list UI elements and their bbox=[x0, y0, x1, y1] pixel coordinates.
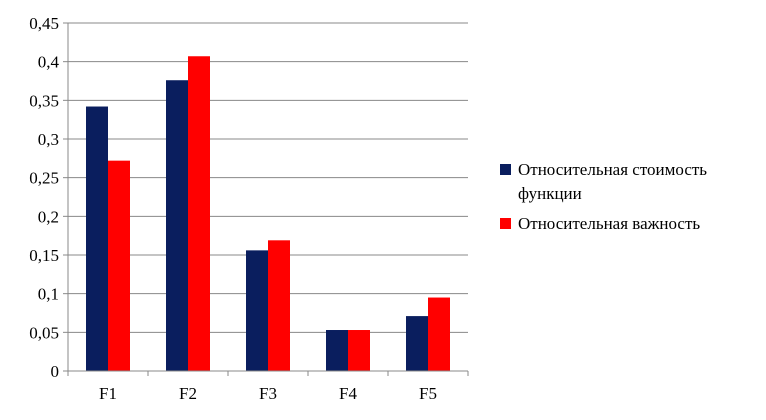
y-tick-label: 0,35 bbox=[29, 91, 59, 110]
bar-f5-series-2 bbox=[428, 297, 450, 371]
y-tick-labels: 0 0,05 0,1 0,15 0,2 0,25 0,3 0,35 0,4 0,45 bbox=[29, 14, 59, 381]
legend-label-importance: Относительная важность bbox=[518, 214, 701, 233]
bar-f3-series-2 bbox=[268, 240, 290, 371]
x-tick-labels: F1 F2 F3 F4 F5 bbox=[99, 384, 437, 403]
legend-item-cost: Относительная стоимость функции bbox=[500, 158, 762, 206]
x-tick-label: F1 bbox=[99, 384, 117, 403]
bar-f1-series-1 bbox=[86, 106, 108, 372]
bar-f2-series-1 bbox=[166, 80, 188, 371]
axes bbox=[63, 22, 469, 376]
legend-label-cost: Относительная стоимость функции bbox=[518, 160, 708, 203]
y-tick-label: 0,05 bbox=[29, 323, 59, 342]
y-tick-label: 0,1 bbox=[38, 285, 59, 304]
y-tick-label: 0,3 bbox=[38, 130, 59, 149]
bars bbox=[86, 56, 450, 372]
x-tick-label: F2 bbox=[179, 384, 197, 403]
y-tick-label: 0,4 bbox=[38, 53, 60, 72]
bar-f2-series-2 bbox=[188, 56, 210, 372]
legend-item-importance: Относительная важность bbox=[500, 212, 762, 236]
x-tick-label: F3 bbox=[259, 384, 277, 403]
y-tick-label: 0,2 bbox=[38, 207, 59, 226]
legend-swatch-cost bbox=[500, 164, 511, 175]
bar-f1-series-2 bbox=[108, 160, 130, 371]
bar-f5-series-1 bbox=[406, 316, 428, 371]
y-tick-label: 0,15 bbox=[29, 246, 59, 265]
bar-f4-series-2 bbox=[348, 330, 370, 371]
y-tick-label: 0,45 bbox=[29, 14, 59, 33]
x-tick-label: F4 bbox=[339, 384, 357, 403]
bar-f4-series-1 bbox=[326, 330, 348, 371]
bar-f3-series-1 bbox=[246, 250, 268, 371]
legend-swatch-importance bbox=[500, 218, 511, 229]
y-tick-label: 0,25 bbox=[29, 169, 59, 188]
gridlines bbox=[68, 22, 468, 333]
legend: Относительная стоимость функции Относите… bbox=[500, 158, 762, 242]
y-tick-label: 0 bbox=[51, 362, 60, 381]
x-tick-label: F5 bbox=[419, 384, 437, 403]
